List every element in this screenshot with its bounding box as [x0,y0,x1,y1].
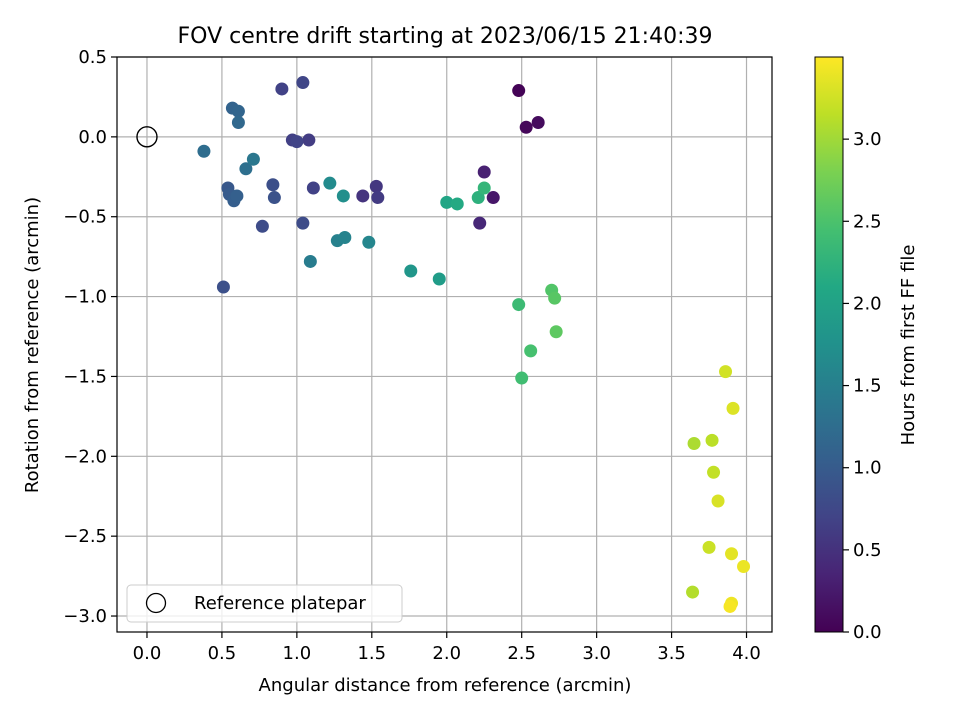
legend-label: Reference platepar [194,593,366,614]
data-point [707,465,721,479]
data-point [473,216,487,230]
x-tick-label: 4.0 [732,643,761,664]
data-point [705,433,719,447]
data-point [246,152,260,166]
data-point [686,585,700,599]
data-point [369,179,383,193]
data-point [302,133,316,147]
data-point [239,162,253,176]
data-point [303,254,317,268]
plot-area: 0.0 0.5 1.0 1.5 2.0 2.5 3.0 3.5 4.0 0.5 0.0 −0.5 −1… [63,47,773,664]
x-tick-label: 1.5 [357,643,386,664]
data-point [512,298,526,312]
data-point [486,191,500,205]
data-point [548,291,562,305]
data-point [290,135,304,149]
data-point [296,216,310,230]
x-tick-label: 0.5 [208,643,237,664]
x-tick-label: 2.0 [432,643,461,664]
x-tick-label: 0.0 [133,643,162,664]
data-point [371,191,385,205]
x-axis-label: Angular distance from reference (arcmin) [259,675,632,696]
colorbar-gradient [814,56,844,633]
x-tick-label: 3.0 [582,643,611,664]
colorbar-tick-label: 0.5 [853,540,882,561]
data-points [197,76,751,613]
y-tick-label: 0.0 [78,127,107,148]
data-point [432,272,446,286]
data-point [275,82,289,96]
colorbar-tick-label: 1.0 [853,458,882,479]
data-point [230,189,244,203]
x-axis-ticks: 0.0 0.5 1.0 1.5 2.0 2.5 3.0 3.5 4.0 [133,632,761,664]
data-point [231,104,245,118]
data-point [255,219,269,233]
y-tick-label: 0.5 [78,47,107,68]
plot-frame [116,56,773,633]
data-point [450,197,464,211]
data-point [323,176,337,190]
data-point [726,401,740,415]
x-tick-label: 1.0 [283,643,312,664]
y-tick-label: −1.0 [63,287,107,308]
colorbar: 0.0 0.5 1.0 1.5 2.0 2.5 3.0 Hours from first F… [814,56,919,643]
y-tick-label: −2.5 [63,526,107,547]
data-point [711,494,725,508]
reference-marker-layer [136,126,158,148]
colorbar-tick-label: 2.5 [853,211,882,232]
data-point [687,437,701,451]
data-point [231,115,245,129]
data-point [338,230,352,244]
data-point [296,76,310,90]
colorbar-tick-label: 3.0 [853,129,882,150]
data-point [702,540,716,554]
data-point [362,235,376,249]
colorbar-tick-label: 2.0 [853,293,882,314]
y-tick-label: −1.5 [63,366,107,387]
data-point [531,115,545,129]
data-point [519,120,533,134]
data-point [440,195,454,209]
data-point [471,191,485,205]
data-point [524,344,538,358]
data-point [197,144,211,158]
legend-marker [145,592,167,614]
data-point [477,165,491,179]
data-point [477,181,491,195]
x-tick-label: 2.5 [507,643,536,664]
y-tick-label: −2.0 [63,446,107,467]
colorbar-label: Hours from first FF file [898,245,919,446]
legend-box [126,584,403,623]
data-point [725,547,739,561]
chart-title: FOV centre drift starting at 2023/06/15 … [178,24,713,49]
data-point [719,365,733,379]
y-axis-ticks: 0.5 0.0 −0.5 −1.0 −1.5 −2.0 −2.5 −3.0 [63,47,117,627]
data-point [336,189,350,203]
data-point [549,325,563,339]
data-point [723,599,737,613]
x-tick-label: 3.5 [657,643,686,664]
y-tick-label: −3.0 [63,606,107,627]
y-axis-label: Rotation from reference (arcmin) [22,197,43,493]
data-point [356,189,370,203]
data-point [267,191,281,205]
data-point [266,178,280,192]
grid-lines [117,56,772,632]
data-point [515,371,529,385]
colorbar-tick-label: 1.5 [853,376,882,397]
colorbar-ticks: 0.0 0.5 1.0 1.5 2.0 2.5 3.0 [843,129,882,643]
colorbar-tick-label: 0.0 [853,622,882,643]
legend: Reference platepar [126,584,403,623]
data-point [306,181,320,195]
data-point [737,560,751,574]
data-point [404,264,418,278]
data-point [512,84,526,98]
reference-platepar-marker [136,126,158,148]
y-tick-label: −0.5 [63,207,107,228]
data-point [216,280,230,294]
